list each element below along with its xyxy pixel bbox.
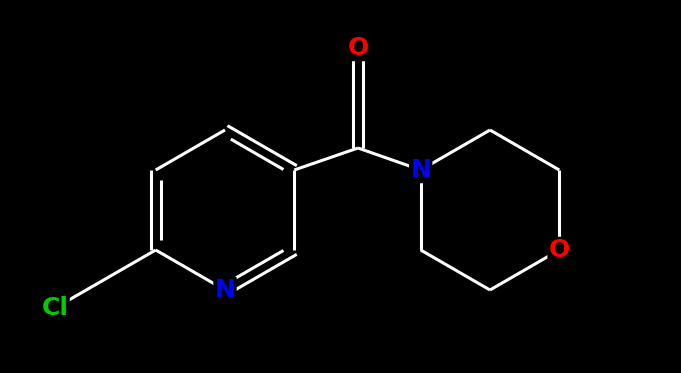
Text: O: O [549, 238, 570, 262]
Text: Cl: Cl [42, 296, 69, 320]
Text: O: O [347, 36, 368, 60]
Text: N: N [410, 158, 431, 182]
Text: N: N [215, 278, 236, 302]
